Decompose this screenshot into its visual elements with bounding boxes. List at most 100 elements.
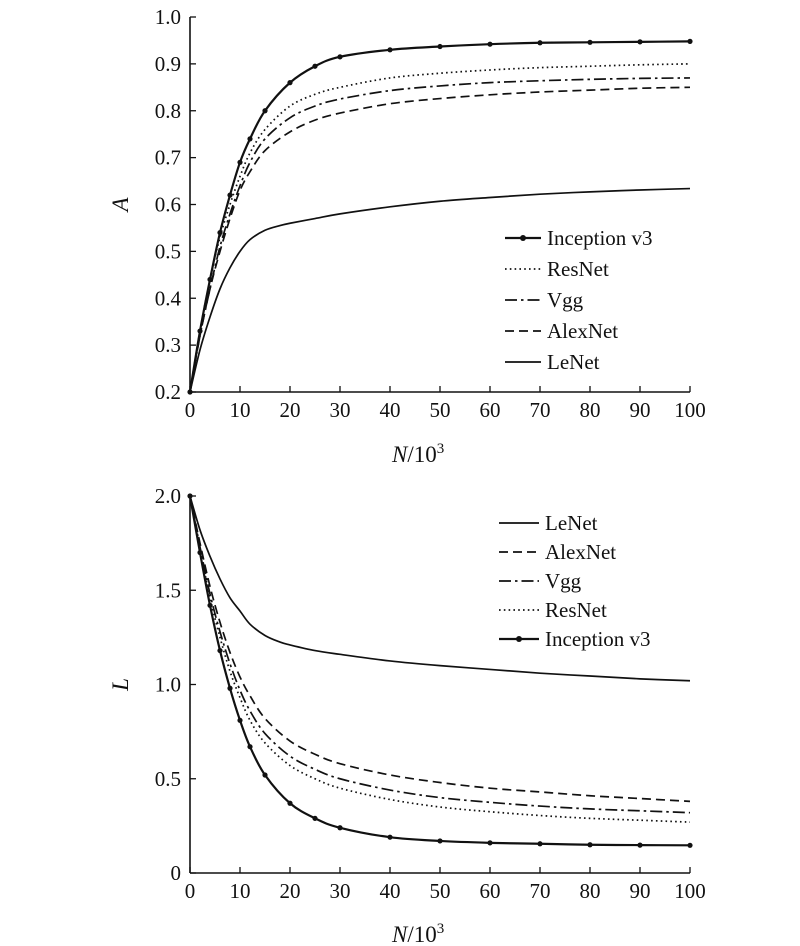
series-point-inception-v3 xyxy=(217,647,223,654)
y-tick-label: 0.3 xyxy=(155,333,181,357)
series-point-inception-v3 xyxy=(687,38,693,44)
legend-marker-inception-v3 xyxy=(516,636,522,642)
x-tick-label: 60 xyxy=(480,398,501,422)
series-point-inception-v3 xyxy=(687,842,693,848)
y-tick-label: 0.5 xyxy=(155,767,181,791)
x-axis-label-unit: /10 xyxy=(407,922,436,946)
y-tick-label: 0.7 xyxy=(155,146,181,170)
accuracy-panel: 0 10 20 30 40 50 60 70 80 90 100 0.2 0.3 0.4 0.5 0.6 0.7… xyxy=(108,5,706,467)
x-tick-label: 60 xyxy=(480,879,501,903)
x-axis-label-variable: N xyxy=(391,442,409,467)
series-point-inception-v3 xyxy=(262,108,268,114)
x-tick-label: 80 xyxy=(580,398,601,422)
series-line-resnet xyxy=(189,63,691,393)
y-tick-label: 0.8 xyxy=(155,99,181,123)
series-line-lenet xyxy=(189,495,691,682)
x-axis-label: N/103 xyxy=(391,921,444,946)
series-point-inception-v3 xyxy=(487,840,493,846)
x-tick-label: 10 xyxy=(230,398,251,422)
series-line-inception-v3 xyxy=(188,40,691,393)
series-line-lenet xyxy=(189,187,691,393)
x-tick-label: 10 xyxy=(230,879,251,903)
series-point-inception-v3 xyxy=(207,602,213,608)
loss-panel: 0 10 20 30 40 50 60 70 80 90 100 0 0.5 1.0 1.5 2.0 N/103… xyxy=(108,484,706,946)
y-axis-label: A xyxy=(108,197,133,214)
x-axis-label-unit: /10 xyxy=(407,442,436,467)
y-tick-label: 0.4 xyxy=(155,286,182,310)
series-point-inception-v3 xyxy=(437,838,443,844)
series-line-inception-v3 xyxy=(188,495,691,847)
legend-label-resnet: ResNet xyxy=(547,257,609,281)
x-axis-label-exponent: 3 xyxy=(437,921,445,937)
series-point-inception-v3 xyxy=(387,47,393,53)
legend-label-resnet: ResNet xyxy=(545,598,607,622)
x-tick-label: 40 xyxy=(380,398,401,422)
series-point-inception-v3 xyxy=(227,685,233,691)
series-line-alexnet xyxy=(189,86,691,393)
y-tick-label: 0.6 xyxy=(155,193,181,217)
x-tick-label: 20 xyxy=(280,398,301,422)
legend-label-lenet: LeNet xyxy=(547,350,600,374)
legend-label-inception-v3: Inception v3 xyxy=(545,627,651,651)
x-tick-label: 90 xyxy=(630,398,651,422)
series-point-inception-v3 xyxy=(262,772,268,778)
series-line-vgg xyxy=(189,77,691,393)
x-tick-label: 80 xyxy=(580,879,601,903)
x-tick-label: 50 xyxy=(430,879,451,903)
series-point-inception-v3 xyxy=(287,80,293,86)
series-point-inception-v3 xyxy=(337,825,343,831)
series-point-inception-v3 xyxy=(537,841,543,847)
series-point-inception-v3 xyxy=(487,41,493,47)
series-point-inception-v3 xyxy=(637,39,643,45)
series-point-inception-v3 xyxy=(247,744,253,750)
series-point-inception-v3 xyxy=(312,63,318,69)
x-tick-label: 30 xyxy=(330,398,351,422)
x-axis-label-variable: N xyxy=(391,922,409,946)
x-tick-label: 0 xyxy=(185,398,196,422)
x-tick-label: 50 xyxy=(430,398,451,422)
legend-marker-inception-v3 xyxy=(520,235,526,241)
series-point-inception-v3 xyxy=(197,549,203,556)
legend-label-inception-v3: Inception v3 xyxy=(547,226,653,250)
series-point-inception-v3 xyxy=(237,717,243,723)
x-axis-label-exponent: 3 xyxy=(437,441,445,457)
x-tick-label: 100 xyxy=(674,398,706,422)
legend-label-lenet: LeNet xyxy=(545,511,598,535)
series-point-inception-v3 xyxy=(187,493,193,499)
series-point-inception-v3 xyxy=(287,800,293,806)
x-tick-label: 70 xyxy=(530,398,551,422)
y-tick-label: 2.0 xyxy=(155,484,181,508)
y-axis-label: L xyxy=(108,678,133,692)
legend-label-alexnet: AlexNet xyxy=(545,540,616,564)
series-line-resnet xyxy=(189,495,691,823)
x-tick-label: 70 xyxy=(530,879,551,903)
legend: LeNet AlexNet Vgg ResNet Inception v3 xyxy=(499,511,651,651)
legend: Inception v3 ResNet Vgg AlexNet LeNet xyxy=(505,226,653,374)
y-tick-label: 0 xyxy=(171,861,182,885)
series-line-vgg xyxy=(189,495,691,814)
x-tick-label: 0 xyxy=(185,879,196,903)
x-tick-label: 20 xyxy=(280,879,301,903)
series-line-alexnet xyxy=(189,495,691,803)
series-point-inception-v3 xyxy=(537,40,543,46)
legend-label-alexnet: AlexNet xyxy=(547,319,618,343)
series-point-inception-v3 xyxy=(587,39,593,45)
series-point-inception-v3 xyxy=(637,842,643,848)
y-tick-label: 1.0 xyxy=(155,5,181,29)
y-tick-label: 0.9 xyxy=(155,52,181,76)
series-point-inception-v3 xyxy=(437,43,443,50)
y-tick-label: 0.5 xyxy=(155,239,181,263)
series-point-inception-v3 xyxy=(387,834,393,840)
x-axis-label: N/103 xyxy=(391,441,444,467)
series-point-inception-v3 xyxy=(587,842,593,848)
legend-label-vgg: Vgg xyxy=(547,288,584,312)
y-tick-label: 1.5 xyxy=(155,578,181,602)
x-tick-label: 90 xyxy=(630,879,651,903)
x-tick-label: 40 xyxy=(380,879,401,903)
y-tick-label: 0.2 xyxy=(155,380,181,404)
x-tick-label: 30 xyxy=(330,879,351,903)
y-tick-label: 1.0 xyxy=(155,673,181,697)
series-point-inception-v3 xyxy=(247,136,253,142)
x-tick-label: 100 xyxy=(674,879,706,903)
